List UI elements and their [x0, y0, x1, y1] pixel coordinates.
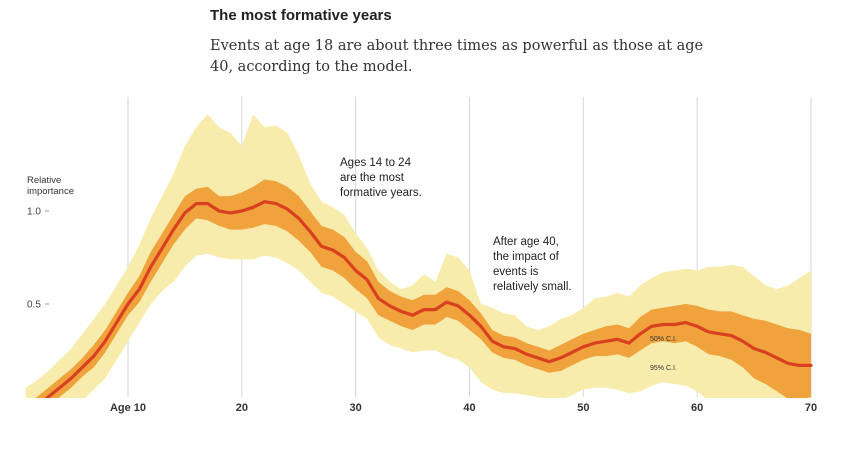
- annotations: Ages 14 to 24 are the most formative years…: [340, 157, 572, 293]
- x-tick-label-40: 40: [463, 402, 475, 414]
- x-tick-label-10: Age 10: [110, 402, 146, 414]
- x-tick-label-70: 70: [805, 402, 817, 414]
- y-axis: Relative importance 1.0 0.5: [27, 175, 74, 311]
- annotation-2-line-2: the impact of: [493, 251, 560, 263]
- y-tick-label-0.5: 0.5: [27, 300, 41, 311]
- annotation-2-line-1: After age 40,: [493, 236, 559, 248]
- chart-subtitle: Events at age 18 are about three times a…: [210, 38, 704, 75]
- x-axis: Age 10 20 30 40 50 60 70: [110, 402, 817, 414]
- annotation-2-line-4: relatively small.: [493, 281, 572, 293]
- annotation-1-line-3: formative years.: [340, 187, 422, 199]
- y-axis-label-line-1: Relative: [27, 175, 61, 186]
- confidence-bands: [25, 114, 813, 398]
- y-axis-label-line-2: importance: [27, 186, 74, 197]
- annotation-1-line-1: Ages 14 to 24: [340, 157, 412, 169]
- ci50-band: [35, 179, 811, 398]
- annotation-1-line-2: are the most: [340, 172, 405, 184]
- chart-title: The most formative years: [210, 7, 392, 24]
- x-tick-label-30: 30: [350, 402, 362, 414]
- x-tick-label-50: 50: [577, 402, 589, 414]
- y-tick-label-1: 1.0: [27, 207, 41, 218]
- ci50-label: 50% C.I.: [650, 336, 677, 343]
- annotation-2-line-3: events is: [493, 266, 539, 278]
- x-tick-label-60: 60: [691, 402, 703, 414]
- importance-line: [44, 200, 813, 398]
- ci95-label: 95% C.I.: [650, 365, 677, 372]
- x-tick-label-20: 20: [236, 402, 248, 414]
